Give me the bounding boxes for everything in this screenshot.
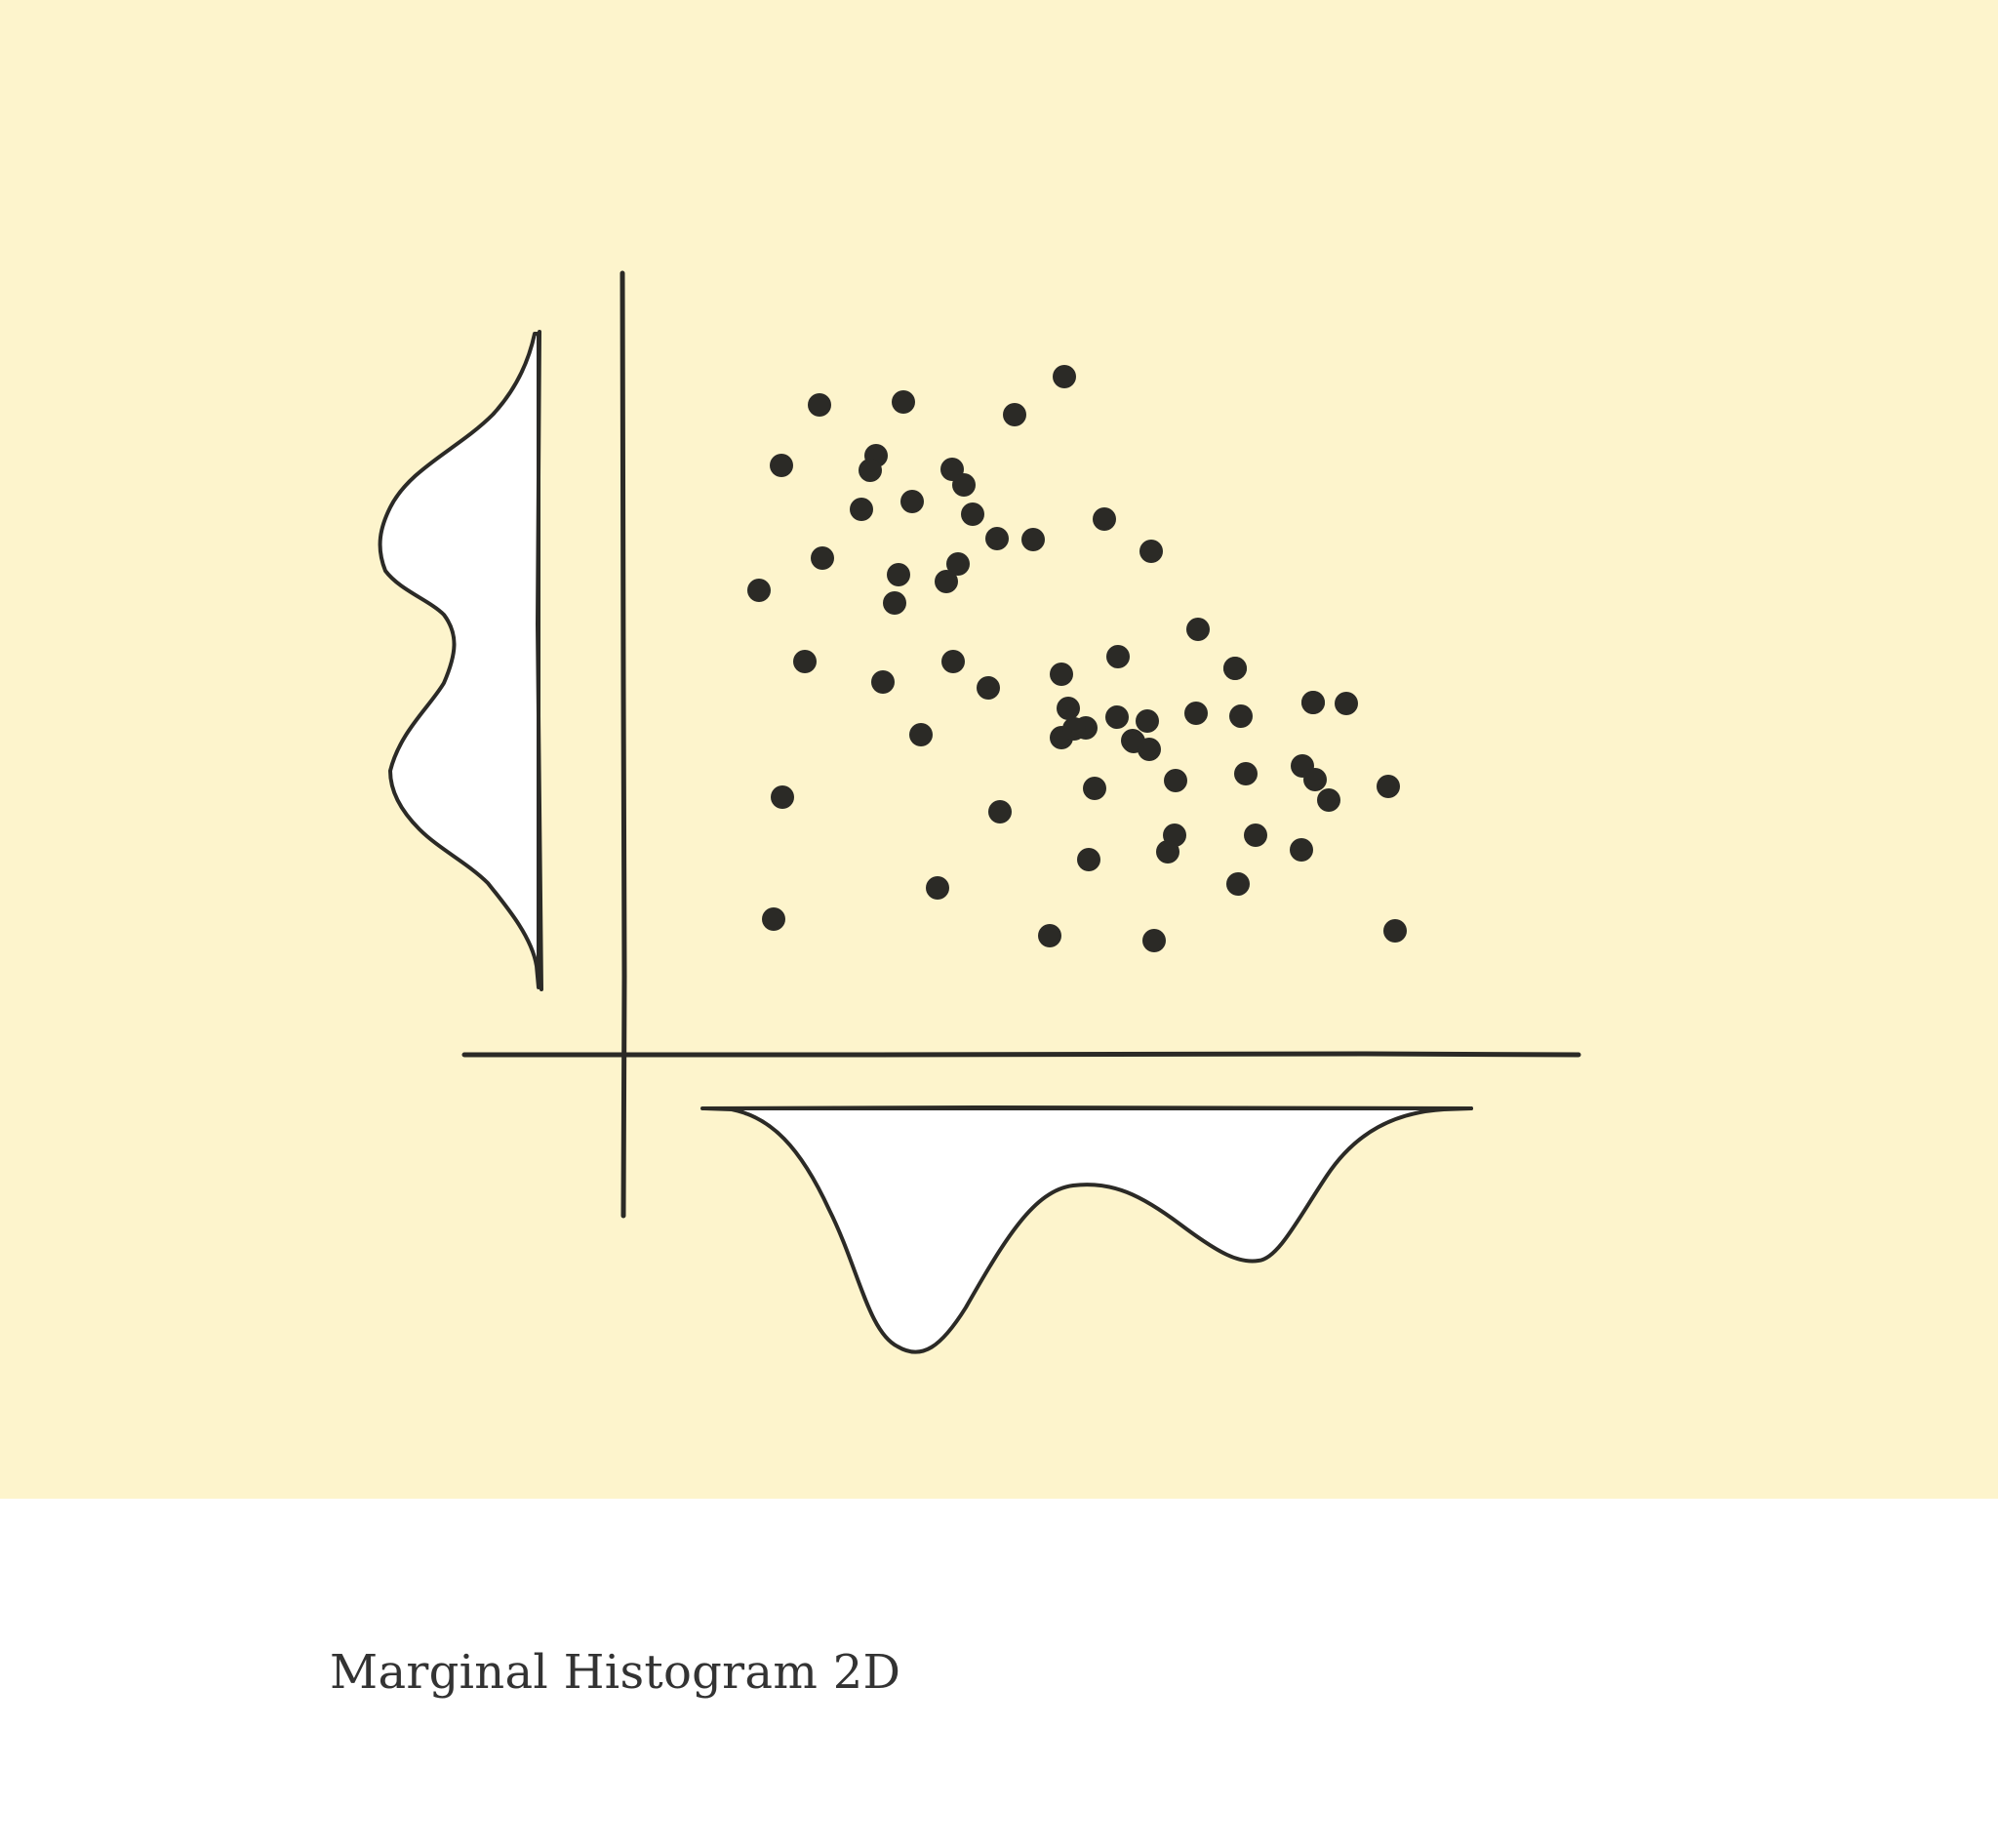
- scatter-point: [1301, 691, 1325, 714]
- scatter-point: [771, 785, 794, 809]
- scatter-point: [1184, 702, 1208, 725]
- scatter-point: [1244, 824, 1267, 847]
- scatter-point: [770, 454, 793, 477]
- scatter-point: [1003, 403, 1026, 426]
- scatter-point: [1234, 762, 1258, 785]
- scatter-point: [985, 527, 1009, 550]
- left-marginal-baseline: [535, 330, 543, 991]
- scatter-point: [892, 390, 915, 414]
- scatter-point: [1050, 663, 1073, 686]
- scatter-point: [1077, 848, 1100, 871]
- scatter-point: [1290, 838, 1313, 862]
- panel-background: [0, 0, 1998, 1499]
- scatter-point: [1083, 777, 1106, 800]
- scatter-point: [941, 650, 965, 673]
- scatter-point: [977, 676, 1000, 700]
- scatter-point: [1377, 775, 1400, 798]
- scatter-point: [1138, 738, 1161, 761]
- scatter-point: [946, 552, 970, 576]
- scatter-point: [811, 546, 834, 570]
- scatter-point: [1105, 705, 1129, 729]
- scatter-point: [859, 459, 882, 482]
- scatter-point: [1057, 697, 1080, 720]
- scatter-point: [1229, 704, 1253, 728]
- scatter-point: [935, 570, 958, 593]
- scatter-point: [952, 473, 976, 497]
- scatter-point: [926, 876, 949, 900]
- scatter-point: [1093, 507, 1116, 531]
- illustration-panel: [0, 0, 1998, 1499]
- scatter-point: [1062, 717, 1086, 741]
- figure-caption: Marginal Histogram 2D: [330, 1645, 901, 1700]
- scatter-point: [1164, 769, 1187, 792]
- scatter-point: [1383, 919, 1407, 943]
- scatter-point: [871, 670, 895, 694]
- scatter-point: [1106, 645, 1130, 668]
- scatter-point: [1142, 929, 1166, 952]
- scatter-points: [747, 365, 1407, 952]
- scatter-point: [988, 800, 1012, 824]
- bottom-marginal-baseline: [700, 1105, 1473, 1110]
- marginal-histogram-illustration: [0, 0, 1998, 1499]
- scatter-point: [1317, 788, 1340, 812]
- scatter-point: [1156, 840, 1179, 864]
- scatter-point: [1139, 540, 1163, 563]
- scatter-point: [1335, 692, 1358, 715]
- scatter-point: [1136, 709, 1159, 733]
- scatter-point: [850, 498, 873, 521]
- x-axis: [461, 1051, 1581, 1058]
- scatter-point: [793, 650, 817, 673]
- scatter-point: [900, 490, 924, 513]
- scatter-point: [1303, 768, 1327, 791]
- bottom-marginal-density: [702, 1106, 1473, 1354]
- scatter-point: [1053, 365, 1076, 388]
- scatter-point: [909, 723, 933, 746]
- scatter-point: [1226, 872, 1250, 896]
- scatter-point: [961, 502, 984, 526]
- left-marginal-density: [378, 332, 540, 989]
- scatter-point: [1223, 657, 1247, 680]
- scatter-point: [1186, 618, 1210, 641]
- scatter-point: [747, 579, 771, 602]
- scatter-point: [808, 393, 831, 417]
- y-axis: [619, 270, 627, 1219]
- scatter-point: [887, 563, 910, 586]
- scatter-point: [883, 591, 906, 615]
- scatter-point: [1021, 528, 1045, 551]
- scatter-point: [1038, 924, 1061, 947]
- scatter-point: [762, 907, 785, 931]
